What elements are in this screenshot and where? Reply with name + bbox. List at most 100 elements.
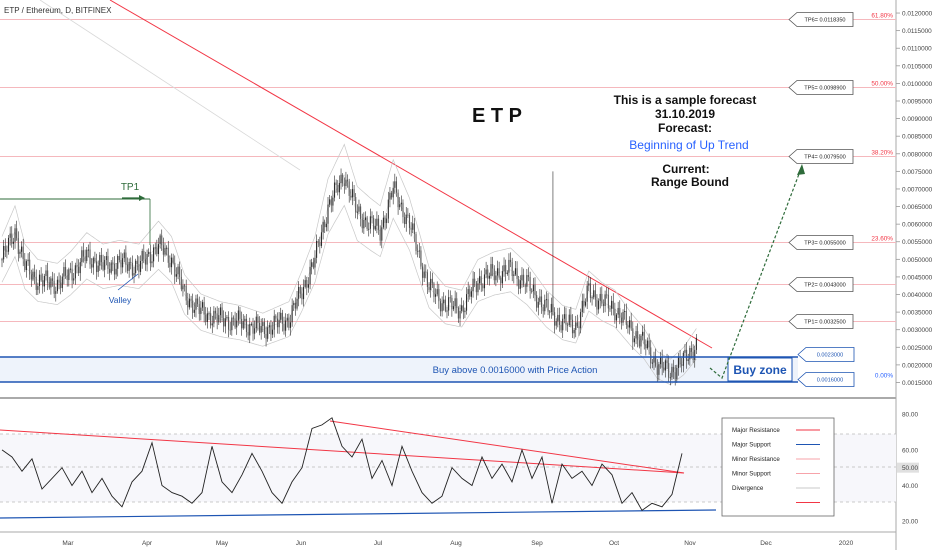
candle-body	[298, 286, 300, 299]
price-tick-label: 0.0095000	[902, 99, 932, 106]
candle-body	[625, 310, 627, 325]
candle-body	[457, 307, 459, 319]
candle-body	[211, 323, 213, 326]
candle-body	[443, 299, 445, 304]
candle-body	[412, 223, 414, 230]
price-tick-label: 0.0105000	[902, 63, 932, 70]
candle-body	[286, 317, 288, 321]
candle-body	[614, 308, 616, 321]
candle-body	[201, 302, 204, 308]
candle-body	[523, 274, 525, 286]
candle-body	[61, 276, 63, 289]
time-axis[interactable]: Mar Apr May Jun Jul Aug Sep Oct Nov Dec 2020	[62, 540, 853, 547]
target-level-label: TP1= 0.0032500	[804, 320, 846, 326]
candle-body	[179, 266, 181, 277]
candle-body	[435, 294, 437, 297]
candle-body	[206, 313, 208, 323]
candle-body	[360, 206, 362, 219]
candle-body	[558, 314, 561, 325]
candle-body	[306, 280, 308, 288]
candle-body	[332, 197, 334, 206]
valley-pointer	[117, 273, 139, 291]
candle-body	[7, 237, 10, 252]
candle-body	[681, 364, 683, 366]
candle-body	[519, 280, 521, 289]
candle-body	[347, 179, 349, 182]
candle-body	[433, 283, 435, 297]
candle-body	[89, 249, 91, 265]
current-value: Range Bound	[651, 175, 729, 189]
candle-body	[635, 331, 637, 339]
buy-zone-label: Buy zone	[733, 363, 787, 377]
candle-body	[650, 347, 652, 364]
price-tick-label: 0.0035000	[902, 310, 932, 317]
candle-body	[423, 271, 425, 278]
time-tick-label: Sep	[531, 540, 543, 547]
candle-body	[255, 316, 257, 329]
rsi-tick-label: 80.00	[902, 412, 918, 419]
candle-body	[669, 377, 671, 379]
candle-body	[452, 306, 455, 310]
candle-body	[303, 287, 305, 300]
candle-body	[666, 360, 668, 364]
candle-body	[348, 181, 350, 196]
rsi-line	[1, 417, 683, 512]
candle-body	[21, 246, 23, 252]
candle-body	[557, 314, 559, 322]
candle-body	[624, 310, 626, 313]
candle-body	[479, 276, 481, 284]
candle-body	[555, 321, 557, 326]
target-level-box	[797, 372, 855, 387]
candle-body	[617, 307, 619, 315]
legend-box	[721, 417, 835, 517]
candle-body	[524, 285, 526, 287]
candle-body	[606, 294, 608, 296]
candle-body	[14, 228, 16, 242]
candle-body	[612, 300, 614, 309]
candle-body	[673, 366, 675, 373]
candle-body	[482, 285, 484, 289]
candle-body	[37, 286, 39, 290]
candle-body	[500, 277, 502, 284]
candle-body	[42, 280, 44, 287]
target-level-box	[797, 347, 855, 362]
target-level-label: TP2= 0.0043000	[804, 283, 846, 289]
price-tick-label: 0.0070000	[902, 186, 932, 193]
candle-body	[120, 260, 122, 268]
candle-body	[4, 246, 6, 251]
candle-body	[138, 263, 140, 272]
price-axis[interactable]: 0.0120000 0.0115000 0.0110000 0.0105000 0.01…	[896, 11, 932, 387]
candle-body	[584, 301, 587, 306]
candle-body	[73, 278, 75, 281]
candle-body	[91, 264, 93, 268]
candle-body	[3, 246, 5, 260]
candle-body	[307, 284, 309, 288]
candle-body	[340, 174, 342, 184]
candle-body	[695, 337, 697, 350]
candle-body	[345, 179, 347, 187]
rsi-axis[interactable]: 80.00 60.00 50.00 40.00 20.00	[897, 412, 919, 526]
candle-body	[285, 320, 287, 331]
fib-level-label: 61.80%	[871, 13, 893, 20]
candle-body	[602, 303, 605, 307]
candle-body	[51, 278, 54, 281]
candle-body	[659, 357, 662, 365]
candle-body	[363, 219, 365, 229]
candle-body	[157, 244, 160, 255]
candle-body	[596, 299, 598, 310]
candle-body	[485, 269, 487, 275]
candle-body	[257, 316, 259, 323]
candle-body	[487, 269, 489, 279]
candle-body	[288, 317, 290, 328]
candle-body	[643, 331, 645, 345]
candle-body	[663, 367, 665, 371]
price-tick-label: 0.0075000	[902, 169, 932, 176]
candle-body	[263, 322, 265, 334]
candle-body	[304, 280, 306, 288]
candle-body	[493, 268, 495, 281]
candle-body	[689, 348, 691, 360]
candle-body	[218, 315, 220, 323]
candle-body	[496, 268, 499, 276]
